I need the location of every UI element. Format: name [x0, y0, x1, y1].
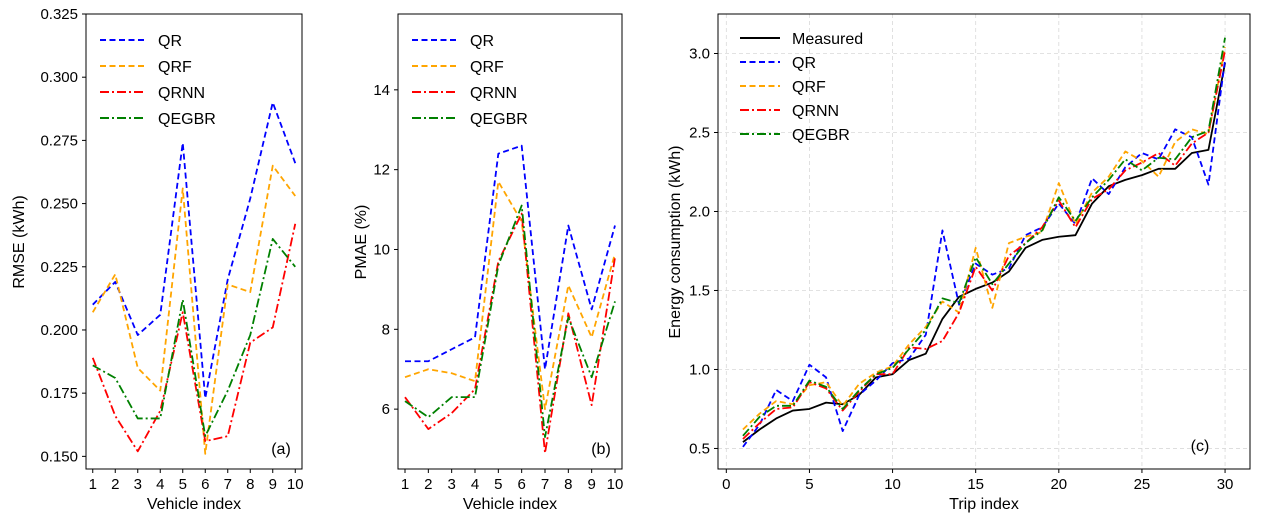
series-line-qrnn	[91, 223, 297, 453]
x-tick-label: 4	[471, 476, 479, 493]
x-tick-label: 20	[1050, 476, 1067, 493]
chart-panel-1: 1 2 3 4 5 6 7 8 9 10 0.150 0.175 0.200 0.225 0.250 0.27…	[11, 6, 304, 513]
series-line-qrnn	[404, 212, 616, 454]
x-tick-label: 3	[447, 476, 455, 493]
y-tick-label: 0.275	[40, 132, 78, 149]
x-tick-label: 6	[517, 476, 525, 493]
x-tick-label: 8	[246, 476, 254, 493]
y-tick-label: 2.0	[689, 203, 710, 220]
x-tick-label: 0	[722, 476, 730, 493]
x-tick-label: 9	[269, 476, 277, 493]
x-tick-label: 7	[541, 476, 549, 493]
panel-tag: (c)	[1191, 438, 1210, 455]
x-tick-label: 2	[111, 476, 119, 493]
legend: QR QRF QRNN QEGBR	[100, 33, 216, 128]
legend-label-qegbr: QEGBR	[792, 127, 850, 144]
legend-label-qrf: QRF	[470, 59, 504, 76]
y-axis-label: Energy consumption (kWh)	[667, 146, 684, 339]
plot-frame	[717, 13, 1251, 470]
series-line-qrnn	[742, 50, 1226, 440]
series-group	[91, 101, 297, 455]
x-tick-label: 9	[587, 476, 595, 493]
y-tick-label: 1.5	[689, 282, 710, 299]
legend-label-qrnn: QRNN	[158, 85, 205, 102]
x-axis-label: Trip index	[949, 496, 1019, 513]
y-tick-label: 0.200	[40, 322, 78, 339]
x-tick-label: 5	[494, 476, 502, 493]
x-tick-label: 5	[805, 476, 813, 493]
legend: Measured QR QRF QRNN QEGBR	[740, 31, 863, 144]
legend-label-qrnn: QRNN	[470, 85, 517, 102]
x-tick-label: 1	[89, 476, 97, 493]
plot-frame	[397, 13, 623, 470]
y-tick-label: 1.0	[689, 361, 710, 378]
x-tick-label: 3	[134, 476, 142, 493]
legend-label-qrf: QRF	[158, 59, 192, 76]
legend-label-measured: Measured	[792, 31, 863, 48]
y-tick-label: 0.175	[40, 385, 78, 402]
y-tick-label: 0.325	[40, 6, 78, 23]
legend-label-qegbr: QEGBR	[470, 111, 528, 128]
x-tick-label: 25	[1134, 476, 1151, 493]
x-tick-label: 6	[201, 476, 209, 493]
series-line-qr	[405, 144, 616, 371]
legend-label-qrnn: QRNN	[792, 103, 839, 120]
x-tick-label: 10	[287, 476, 304, 493]
y-tick-label: 2.5	[689, 124, 710, 141]
y-tick-label: 8	[382, 321, 390, 338]
series-line-qr	[92, 101, 297, 400]
x-tick-label: 1	[401, 476, 409, 493]
y-tick-label: 10	[373, 241, 390, 258]
x-tick-label: 10	[607, 476, 624, 493]
y-tick-label: 3.0	[689, 45, 710, 62]
chart-panel-3: 0 5 10 15 20 25 30 0.5 1.0 1.5 2.0 2.5 3.0 Trip index…	[667, 13, 1251, 513]
x-axis-label: Vehicle index	[147, 496, 241, 513]
series-line-qegbr	[92, 238, 296, 438]
series-line-qrf	[742, 47, 1226, 431]
series-line-qegbr	[742, 37, 1226, 437]
x-tick-label: 10	[884, 476, 901, 493]
legend-label-qr: QR	[470, 33, 494, 50]
series-group	[742, 37, 1226, 448]
legend: QR QRF QRNN QEGBR	[412, 33, 528, 128]
y-tick-label: 0.300	[40, 69, 78, 86]
y-tick-label: 0.225	[40, 259, 78, 276]
y-tick-label: 6	[382, 401, 390, 418]
panel-tag: (a)	[271, 441, 291, 458]
y-axis-label: PMAE (%)	[353, 205, 370, 280]
legend-label-qegbr: QEGBR	[158, 111, 216, 128]
series-line-qegbr	[404, 204, 616, 438]
series-line-qrf	[404, 180, 616, 411]
legend-label-qr: QR	[158, 33, 182, 50]
x-tick-label: 8	[564, 476, 572, 493]
panel-tag: (b)	[591, 441, 611, 458]
y-tick-label: 14	[373, 82, 390, 99]
y-tick-label: 0.5	[689, 440, 710, 457]
y-tick-label: 0.250	[40, 196, 78, 213]
series-group	[404, 144, 616, 454]
legend-label-qr: QR	[792, 55, 816, 72]
series-line-qrf	[91, 164, 296, 455]
x-tick-label: 30	[1217, 476, 1234, 493]
x-tick-label: 7	[224, 476, 232, 493]
plot-frame	[85, 13, 303, 470]
y-tick-label: 12	[373, 162, 390, 179]
x-tick-label: 2	[424, 476, 432, 493]
x-tick-label: 5	[179, 476, 187, 493]
x-axis-label: Vehicle index	[463, 496, 557, 513]
x-tick-label: 15	[967, 476, 984, 493]
legend-label-qrf: QRF	[792, 79, 826, 96]
series-line-measured	[742, 62, 1226, 443]
y-axis-label: RMSE (kWh)	[11, 195, 28, 288]
x-tick-label: 4	[156, 476, 164, 493]
y-tick-label: 0.150	[40, 448, 78, 465]
